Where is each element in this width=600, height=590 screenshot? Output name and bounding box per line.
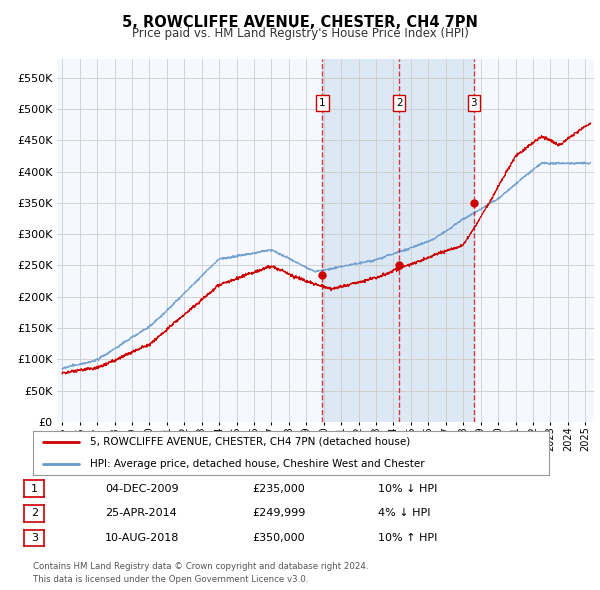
Text: £235,000: £235,000 [252,484,305,493]
Text: 04-DEC-2009: 04-DEC-2009 [105,484,179,493]
Bar [322,59,474,422]
Text: 2: 2 [31,509,38,518]
Text: HPI: Average price, detached house, Cheshire West and Chester: HPI: Average price, detached house, Ches… [90,459,424,469]
Text: 5, ROWCLIFFE AVENUE, CHESTER, CH4 7PN (detached house): 5, ROWCLIFFE AVENUE, CHESTER, CH4 7PN (d… [90,437,410,447]
Text: £350,000: £350,000 [252,533,305,543]
Text: Contains HM Land Registry data © Crown copyright and database right 2024.: Contains HM Land Registry data © Crown c… [33,562,368,571]
Text: £249,999: £249,999 [252,509,305,518]
Text: This data is licensed under the Open Government Licence v3.0.: This data is licensed under the Open Gov… [33,575,308,584]
Text: 1: 1 [319,98,326,108]
Text: 3: 3 [470,98,477,108]
Text: 4% ↓ HPI: 4% ↓ HPI [378,509,431,518]
Text: 3: 3 [31,533,38,543]
Text: 10% ↑ HPI: 10% ↑ HPI [378,533,437,543]
Text: 25-APR-2014: 25-APR-2014 [105,509,177,518]
Text: 5, ROWCLIFFE AVENUE, CHESTER, CH4 7PN: 5, ROWCLIFFE AVENUE, CHESTER, CH4 7PN [122,15,478,30]
Text: 10% ↓ HPI: 10% ↓ HPI [378,484,437,493]
Text: 1: 1 [31,484,38,493]
Text: 2: 2 [396,98,403,108]
Text: Price paid vs. HM Land Registry's House Price Index (HPI): Price paid vs. HM Land Registry's House … [131,27,469,40]
Text: 10-AUG-2018: 10-AUG-2018 [105,533,179,543]
